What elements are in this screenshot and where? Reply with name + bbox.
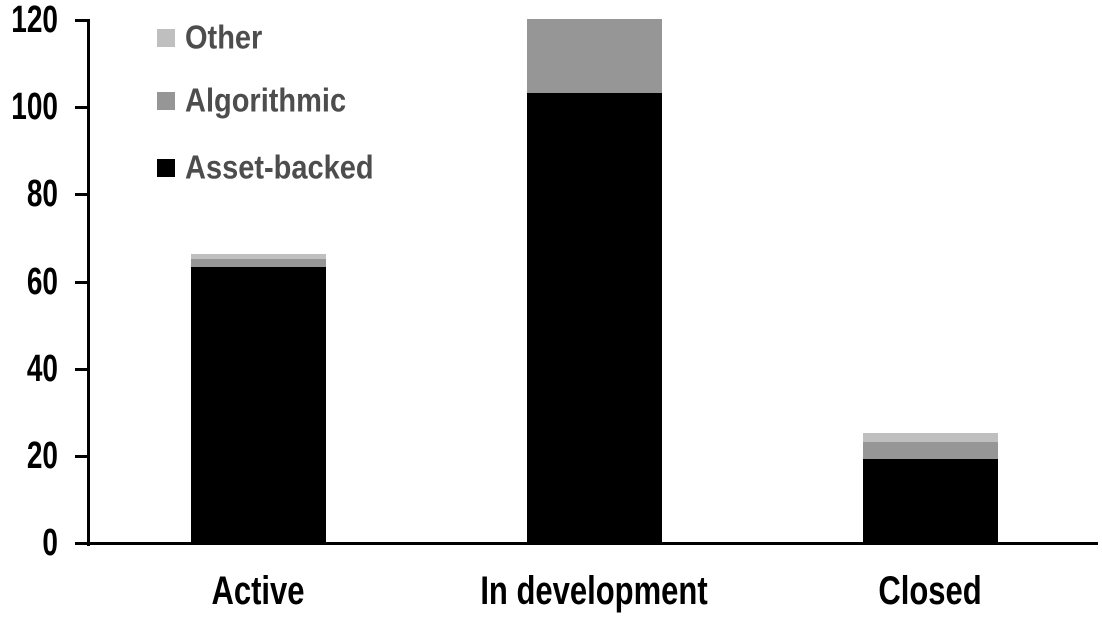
y-axis-tick-label: 60 bbox=[26, 260, 58, 303]
legend-label: Other bbox=[185, 19, 263, 56]
legend-swatch-icon bbox=[157, 92, 175, 110]
bar-closed bbox=[863, 433, 998, 542]
bar-segment-other bbox=[863, 433, 998, 442]
y-axis-tick-label: 80 bbox=[26, 172, 58, 215]
y-tick-mark bbox=[75, 19, 87, 22]
legend-label: Algorithmic bbox=[185, 82, 347, 119]
bar-segment-asset-backed bbox=[191, 267, 326, 542]
bar-active bbox=[191, 254, 326, 542]
y-tick-mark bbox=[75, 281, 87, 284]
bar-segment-algorithmic bbox=[863, 441, 998, 460]
y-axis-tick-label: 120 bbox=[11, 0, 58, 41]
bar-segment-asset-backed bbox=[527, 93, 662, 542]
category-label: Active bbox=[211, 567, 305, 613]
legend-item-algorithmic: Algorithmic bbox=[157, 84, 346, 117]
y-axis-tick-label: 0 bbox=[42, 521, 58, 564]
legend-item-other: Other bbox=[157, 21, 262, 54]
bar-segment-asset-backed bbox=[863, 459, 998, 542]
x-axis-line bbox=[87, 542, 1098, 545]
y-axis-tick-label: 20 bbox=[26, 434, 58, 477]
y-axis-tick-label: 40 bbox=[26, 347, 58, 390]
y-tick-mark bbox=[75, 455, 87, 458]
y-tick-mark bbox=[75, 193, 87, 196]
y-axis-tick-label: 100 bbox=[11, 85, 58, 128]
legend-swatch-icon bbox=[157, 29, 175, 47]
category-label: Closed bbox=[878, 567, 982, 613]
legend-item-asset-backed: Asset-backed bbox=[157, 151, 374, 184]
legend-swatch-icon bbox=[157, 159, 175, 177]
y-tick-mark bbox=[75, 368, 87, 371]
bar-segment-algorithmic bbox=[191, 258, 326, 268]
legend-label: Asset-backed bbox=[185, 149, 374, 186]
y-axis-line bbox=[87, 19, 90, 546]
category-label: In development bbox=[480, 567, 708, 613]
y-tick-mark bbox=[75, 542, 87, 545]
bar-segment-other bbox=[191, 254, 326, 259]
bar-segment-algorithmic bbox=[527, 19, 662, 94]
bar-in-development bbox=[527, 19, 662, 542]
y-tick-mark bbox=[75, 106, 87, 109]
